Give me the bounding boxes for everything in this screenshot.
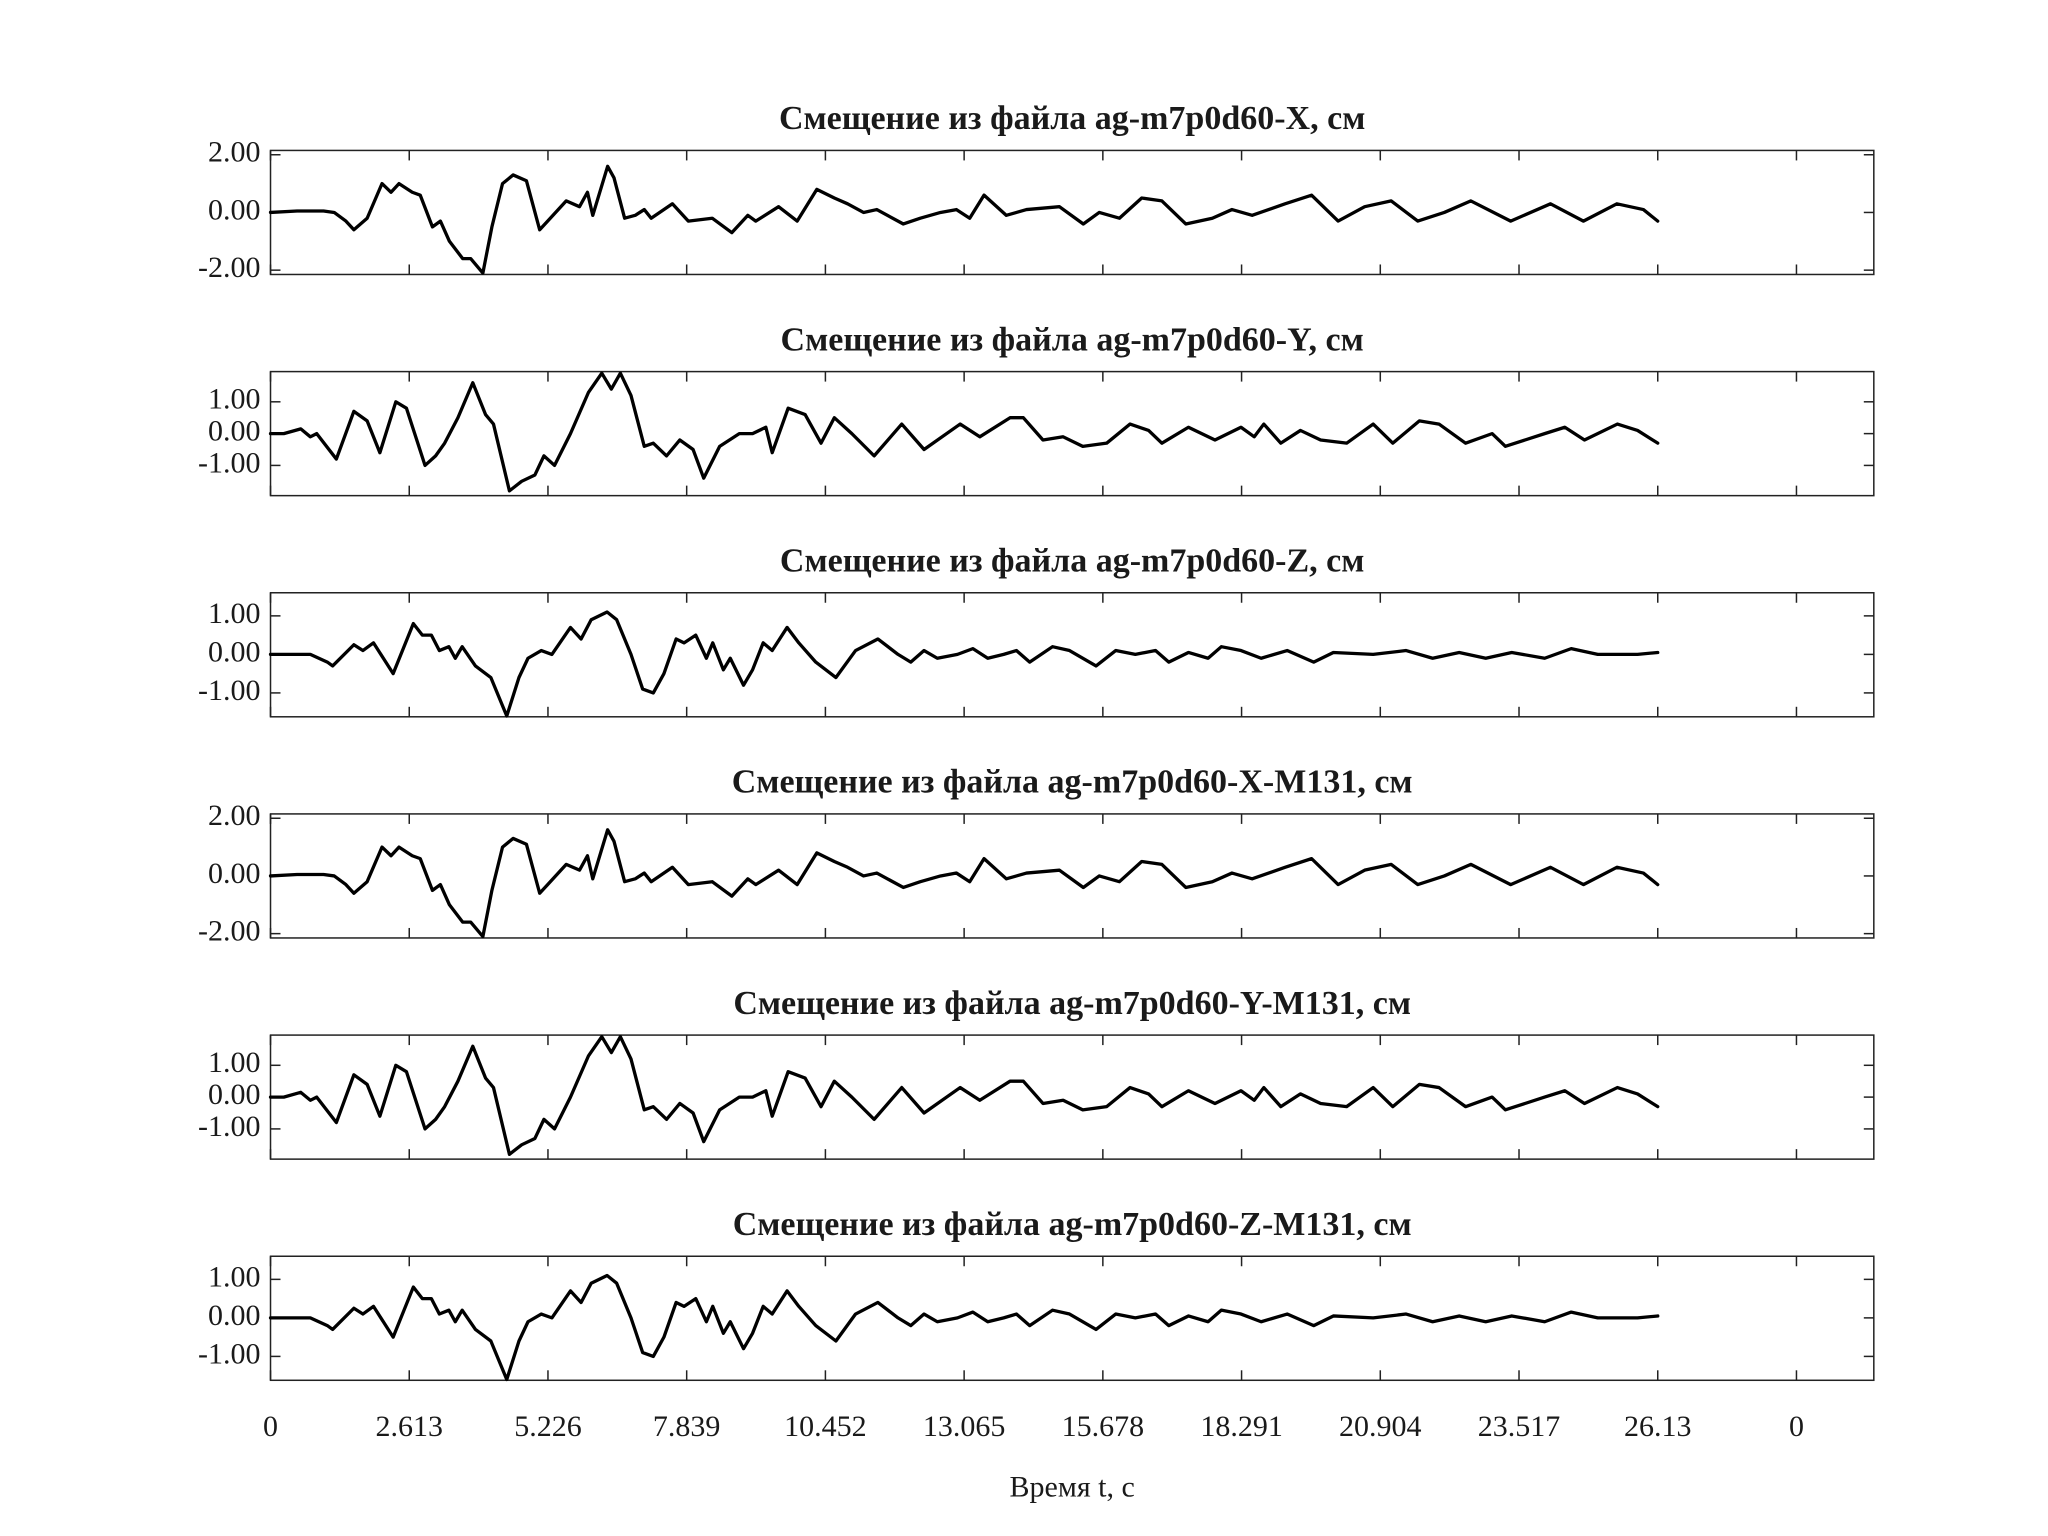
signal-line (268, 371, 1660, 493)
signal-line (268, 610, 1660, 718)
y-tick-label: 0.00 (208, 1078, 261, 1111)
x-tick-label: 13.065 (923, 1410, 1006, 1443)
y-tick-label: 1.00 (208, 1046, 261, 1079)
y-tick-label: -1.00 (198, 1110, 261, 1143)
y-tick-label: -1.00 (198, 1337, 261, 1370)
y-tick-label: 0.00 (208, 857, 261, 890)
x-tick-label: 26.13 (1624, 1410, 1692, 1443)
x-tick-label: 0 (1789, 1410, 1804, 1443)
y-tick-label: -1.00 (198, 674, 261, 707)
signal-line (268, 1035, 1660, 1156)
y-tick-label: 1.00 (208, 597, 261, 630)
chart-title: Смещение из файла ag-m7p0d60-Y-M131, см (733, 985, 1411, 1022)
chart-title: Смещение из файла ag-m7p0d60-X-M131, см (732, 764, 1413, 801)
x-tick-label: 20.904 (1339, 1410, 1422, 1443)
signal-line (268, 1273, 1660, 1382)
chart-title: Смещение из файла ag-m7p0d60-X, см (779, 100, 1365, 137)
x-tick-label: 23.517 (1478, 1410, 1561, 1443)
y-tick-label: 2.00 (208, 799, 261, 832)
x-tick-label: 10.452 (784, 1410, 867, 1443)
x-tick-label: 2.613 (375, 1410, 443, 1443)
signal-line (268, 164, 1660, 275)
x-tick-label: 15.678 (1062, 1410, 1145, 1443)
chart-title: Смещение из файла ag-m7p0d60-Y, см (781, 321, 1364, 358)
y-tick-label: -1.00 (198, 446, 261, 479)
x-axis-label: Время t, с (1010, 1471, 1135, 1504)
y-tick-label: -2.00 (198, 915, 261, 948)
y-tick-label: 1.00 (208, 383, 261, 416)
y-tick-label: 0.00 (208, 635, 261, 668)
signal-line (268, 828, 1660, 939)
y-tick-label: -2.00 (198, 251, 261, 284)
chart-title: Смещение из файла ag-m7p0d60-Z-M131, см (733, 1206, 1412, 1243)
x-tick-label: 0 (263, 1410, 278, 1443)
y-tick-label: 0.00 (208, 415, 261, 448)
y-tick-label: 0.00 (208, 193, 261, 226)
y-tick-label: 0.00 (208, 1299, 261, 1332)
x-tick-label: 5.226 (514, 1410, 582, 1443)
x-tick-label: 18.291 (1200, 1410, 1283, 1443)
y-tick-label: 1.00 (208, 1260, 261, 1293)
y-tick-label: 2.00 (208, 136, 261, 169)
x-tick-label: 7.839 (653, 1410, 721, 1443)
chart-title: Смещение из файла ag-m7p0d60-Z, см (780, 543, 1365, 580)
